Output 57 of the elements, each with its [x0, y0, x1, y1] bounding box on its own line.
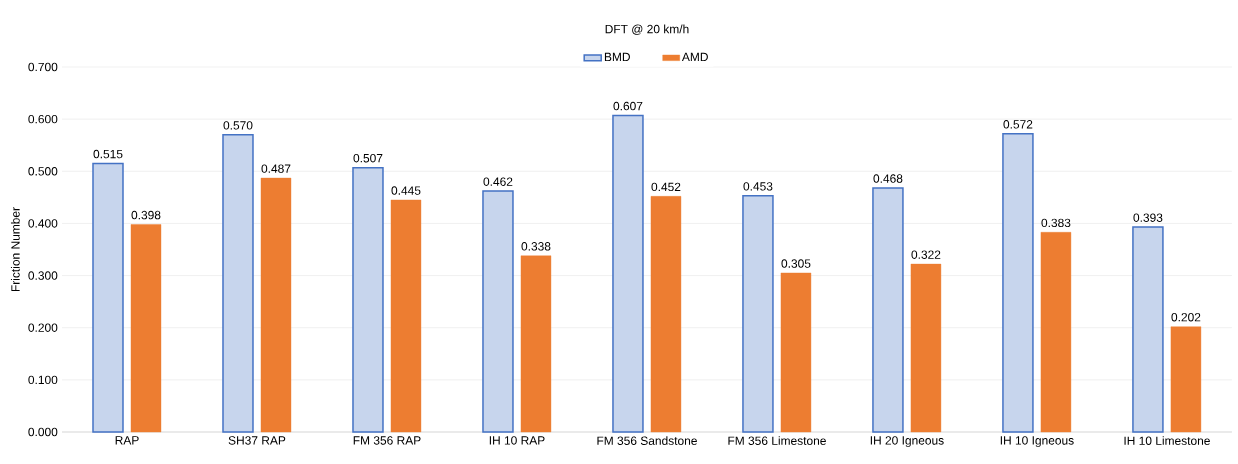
x-tick-label: IH 10 Igneous	[1000, 436, 1074, 448]
y-tick-label: 0.400	[28, 219, 58, 228]
bar	[650, 196, 682, 433]
legend-label: BMD	[604, 52, 630, 62]
bar	[742, 195, 774, 433]
bar	[612, 114, 644, 433]
y-tick-label: 0.300	[28, 271, 58, 280]
bar	[780, 272, 812, 433]
bar	[872, 187, 904, 433]
data-label: 0.398	[131, 210, 161, 220]
data-label: 0.462	[483, 177, 513, 186]
bar	[910, 263, 942, 433]
data-label: 0.452	[651, 182, 681, 192]
x-tick-label: RAP	[115, 436, 139, 445]
y-tick-label: 0.000	[28, 427, 58, 437]
bar	[1040, 232, 1072, 433]
data-label: 0.572	[1003, 120, 1033, 129]
data-label: 0.453	[743, 182, 773, 191]
bar	[1132, 226, 1164, 433]
y-tick-label: 0.200	[28, 323, 58, 332]
data-label: 0.570	[223, 121, 253, 130]
data-label: 0.487	[261, 164, 291, 173]
x-tick-label: FM 356 Limestone	[728, 436, 826, 445]
y-axis-title: Friction Number	[10, 207, 20, 292]
bar	[130, 224, 162, 433]
y-tick-label: 0.700	[28, 62, 58, 72]
data-label: 0.515	[93, 149, 123, 159]
x-tick-label: IH 10 Limestone	[1124, 436, 1210, 445]
data-label: 0.445	[391, 186, 421, 195]
bar	[222, 134, 254, 433]
data-label: 0.338	[521, 242, 551, 251]
chart-title: DFT @ 20 km/h	[605, 24, 689, 35]
data-label: 0.468	[873, 174, 903, 183]
bar	[390, 199, 422, 433]
y-tick-label: 0.600	[28, 114, 58, 124]
x-tick-label: IH 10 RAP	[489, 436, 545, 445]
bar	[1002, 132, 1034, 433]
x-tick-label: SH37 RAP	[228, 436, 286, 445]
bar	[520, 255, 552, 433]
bar	[352, 166, 384, 433]
bar	[260, 177, 292, 433]
data-label: 0.305	[781, 259, 811, 268]
legend-label: AMD	[681, 52, 708, 62]
x-tick-label: FM 356 Sandstone	[597, 436, 697, 445]
data-label: 0.607	[613, 101, 643, 111]
data-label: 0.322	[911, 250, 941, 259]
x-tick-label: IH 20 Igneous	[870, 436, 944, 448]
y-tick-label: 0.100	[28, 375, 58, 385]
data-label: 0.383	[1041, 218, 1071, 228]
bar	[92, 162, 124, 433]
data-label: 0.393	[1133, 213, 1163, 222]
y-tick-label: 0.500	[28, 167, 58, 176]
data-label: 0.202	[1171, 313, 1201, 322]
data-label: 0.507	[353, 153, 383, 163]
bar	[482, 190, 514, 433]
bar	[1170, 326, 1202, 433]
x-tick-label: FM 356 RAP	[353, 436, 421, 445]
